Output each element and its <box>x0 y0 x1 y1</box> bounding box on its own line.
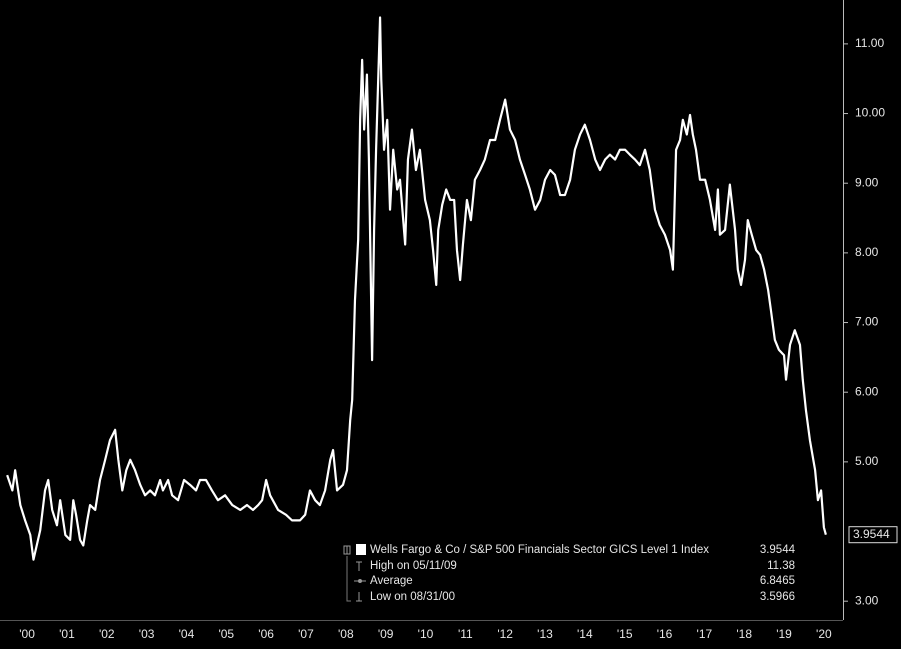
x-tick-label: '07 <box>298 627 314 641</box>
x-tick-label: '20 <box>816 627 832 641</box>
x-tick-label: '15 <box>617 627 633 641</box>
y-tick-label: 9.00 <box>855 175 879 189</box>
last-value-tag <box>848 526 898 544</box>
legend: Wells Fargo & Co / S&P 500 Financials Se… <box>339 539 843 609</box>
x-tick-label: '01 <box>59 627 75 641</box>
legend-label: Wells Fargo & Co / S&P 500 Financials Se… <box>370 544 709 556</box>
legend-icon <box>343 545 351 555</box>
x-tick-label: '06 <box>258 627 274 641</box>
x-tick-label: '17 <box>697 627 713 641</box>
price-line <box>6 16 827 561</box>
x-tick-label: '05 <box>218 627 234 641</box>
stat-value: 11.38 <box>767 560 795 572</box>
x-tick-label: '10 <box>418 627 434 641</box>
x-tick-label: '16 <box>657 627 673 641</box>
y-tick-label: 5.00 <box>855 454 879 468</box>
x-tick-label: '04 <box>179 627 195 641</box>
x-tick-label: '13 <box>537 627 553 641</box>
stat-label: Average <box>370 575 413 587</box>
legend-box <box>339 539 843 609</box>
legend-value: 3.9544 <box>760 544 796 556</box>
last-value-label: 3.9544 <box>853 527 890 541</box>
legend-swatch <box>356 544 366 555</box>
x-tick-label: '03 <box>139 627 155 641</box>
stat-label: Low on 08/31/00 <box>370 591 455 603</box>
y-tick-label: 7.00 <box>855 315 879 329</box>
legend-icon <box>358 579 362 583</box>
y-tick-label: 6.00 <box>855 384 879 398</box>
x-tick-label: '18 <box>736 627 752 641</box>
x-tick-label: '08 <box>338 627 354 641</box>
y-tick-label: 11.00 <box>855 36 884 50</box>
y-tick-label: 10.00 <box>855 106 885 120</box>
legend-icon <box>356 592 362 602</box>
y-tick-label: 3.00 <box>855 593 879 607</box>
x-tick-label: '11 <box>458 627 473 641</box>
x-tick-label: '14 <box>577 627 593 641</box>
x-tick-label: '00 <box>19 627 35 641</box>
x-tick-label: '19 <box>776 627 792 641</box>
y-tick-label: 8.00 <box>855 245 879 259</box>
legend-icon <box>356 561 362 571</box>
legend-icon <box>346 556 351 602</box>
stat-value: 3.5966 <box>760 591 795 603</box>
x-tick-label: '02 <box>99 627 115 641</box>
stat-label: High on 05/11/09 <box>370 560 457 572</box>
stat-value: 6.8465 <box>760 575 795 587</box>
x-tick-label: '12 <box>497 627 513 641</box>
x-tick-label: '09 <box>378 627 394 641</box>
